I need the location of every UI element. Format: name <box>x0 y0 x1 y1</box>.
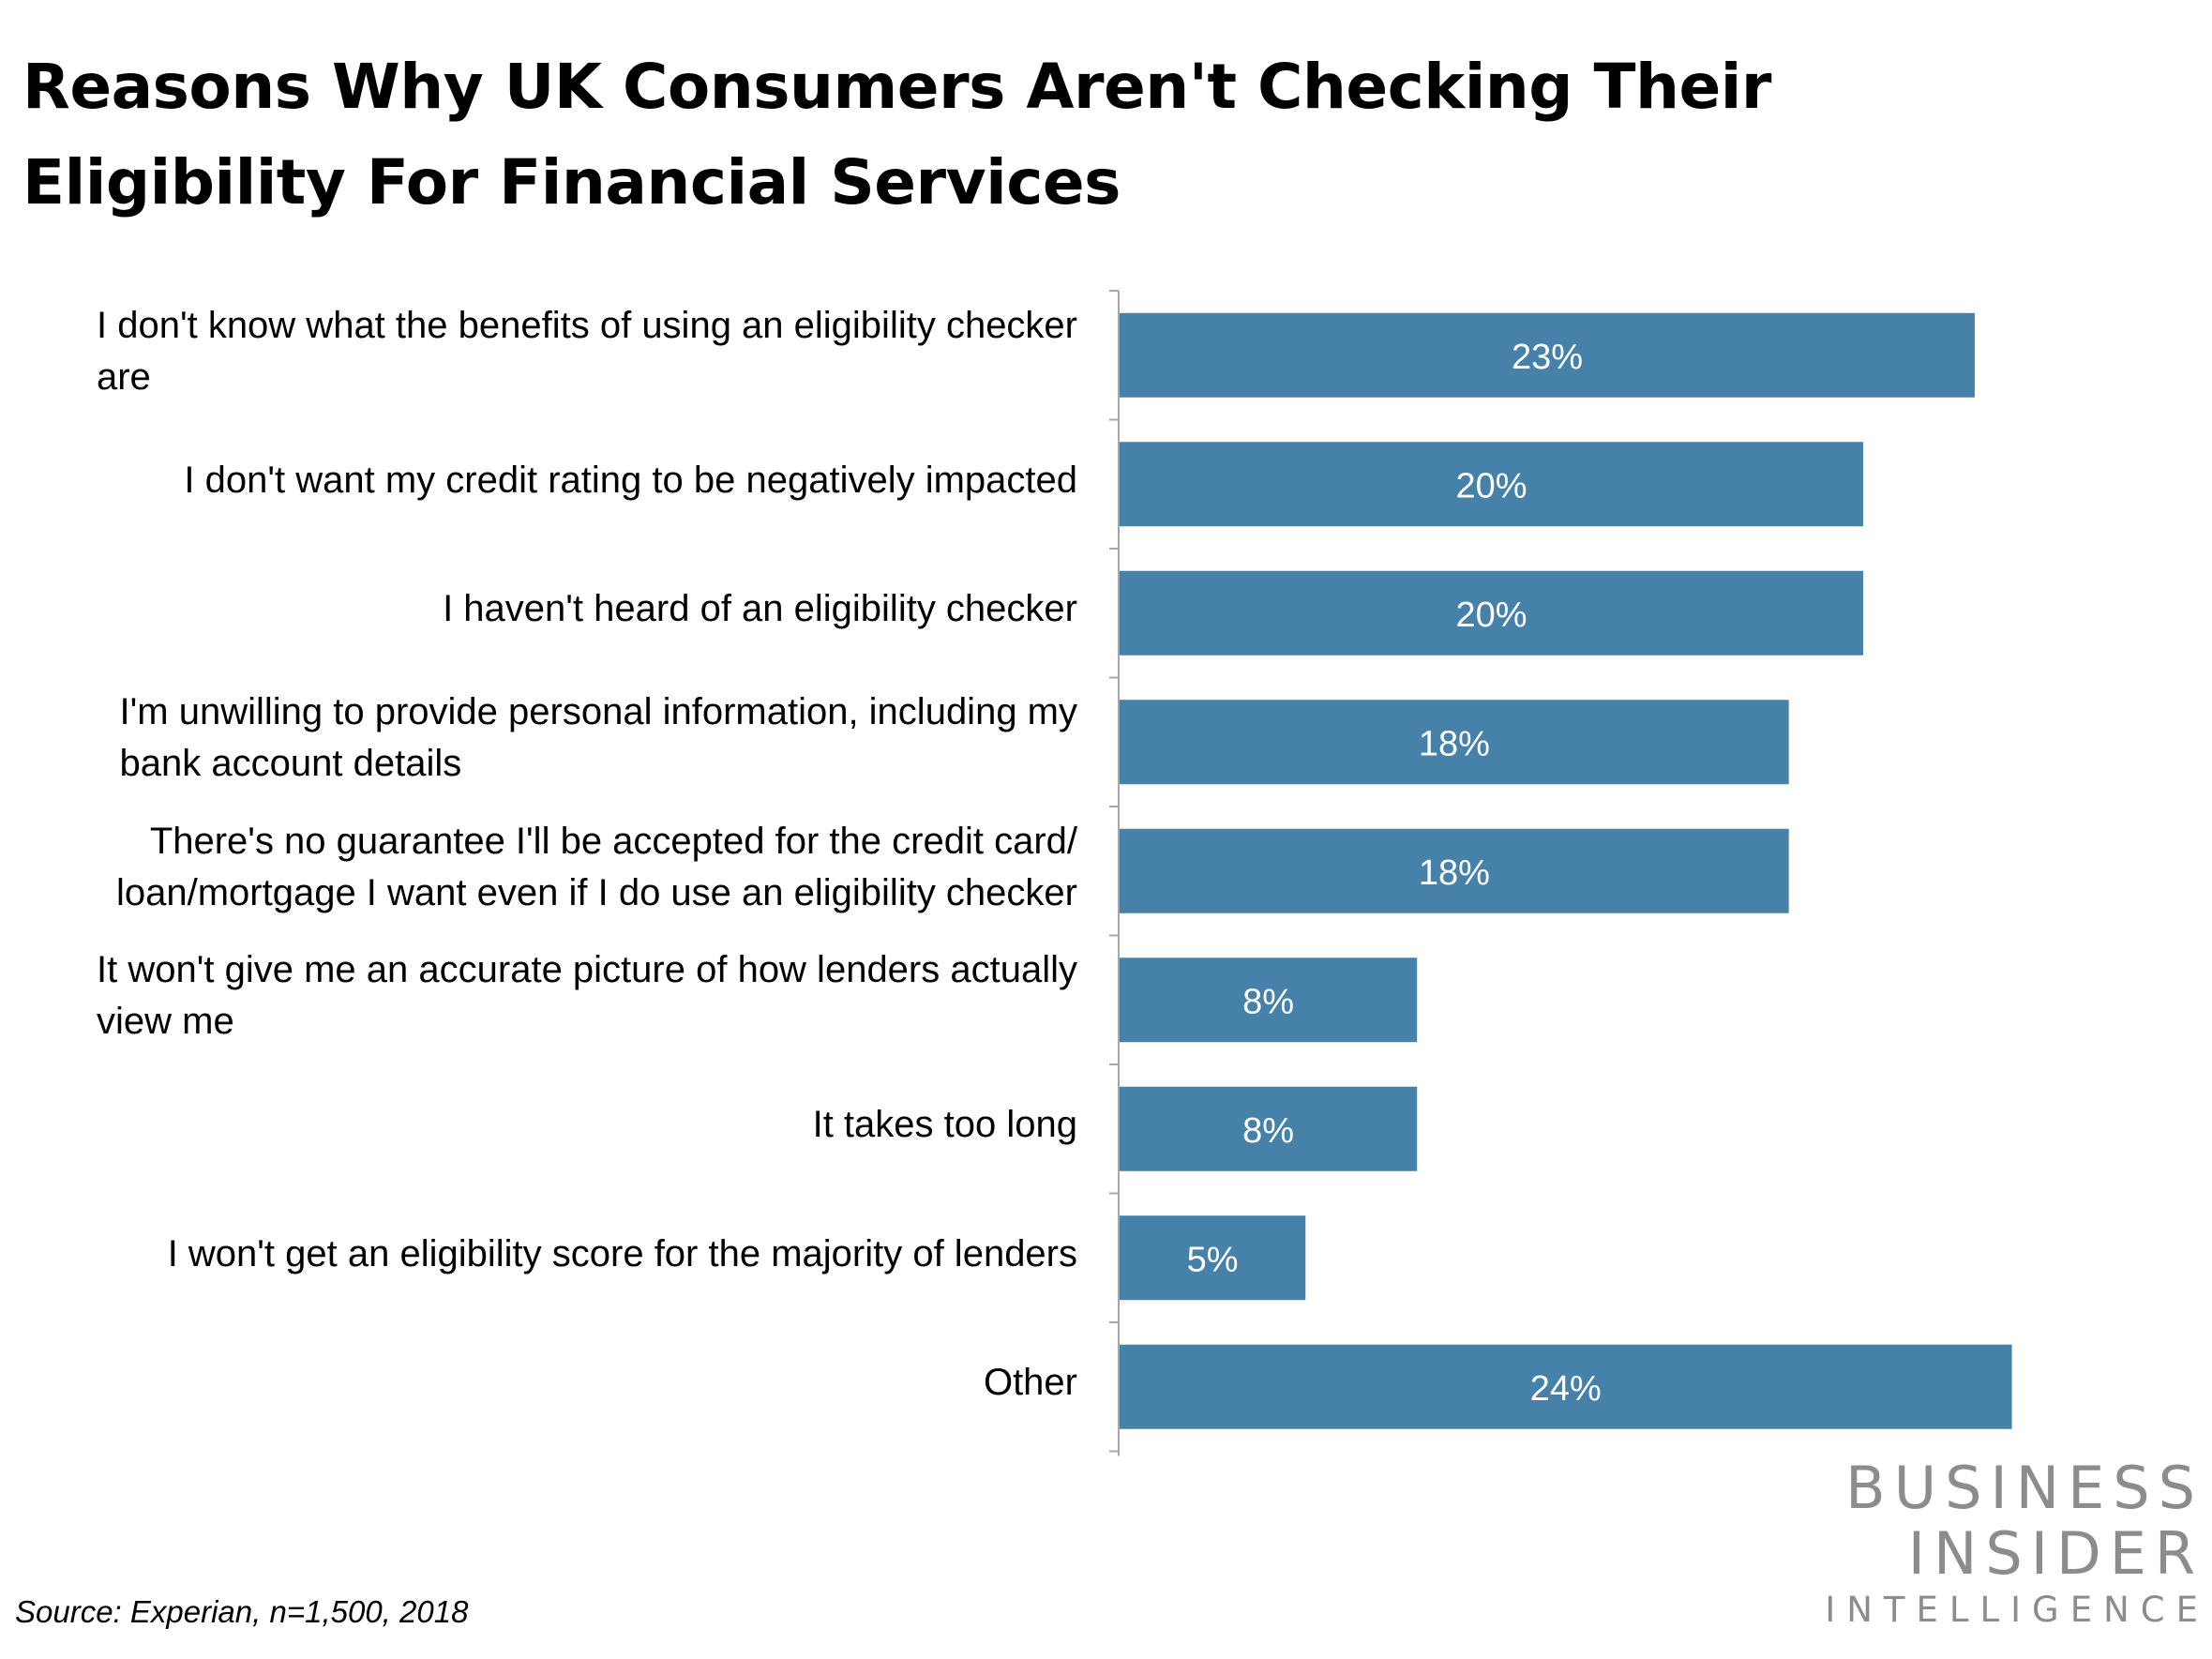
category-label: I'm unwilling to provide personal inform… <box>119 691 1077 785</box>
category-label: I don't know what the benefits of using … <box>96 304 1077 398</box>
category-label: I don't want my credit rating to be nega… <box>184 459 1077 501</box>
bar-value-label: 8% <box>1242 982 1294 1021</box>
logo-line-business: BUSINESS <box>1845 1454 2204 1522</box>
bar <box>1120 1344 2012 1429</box>
category-label: I haven't heard of an eligibility checke… <box>443 588 1077 630</box>
category-label: Other <box>983 1362 1077 1404</box>
bar <box>1120 958 1418 1043</box>
bar <box>1120 570 1863 656</box>
bar-value-label: 5% <box>1187 1240 1239 1279</box>
chart-title-line-1: Reasons Why UK Consumers Aren't Checking… <box>23 51 1771 123</box>
bar-value-label: 24% <box>1530 1369 1602 1409</box>
category-label: It won't give me an accurate picture of … <box>97 949 1077 1043</box>
chart-title: Reasons Why UK Consumers Aren't Checking… <box>23 39 1804 231</box>
category-label: There's no guarantee I'll be accepted fo… <box>115 820 1077 913</box>
bar <box>1120 312 1975 398</box>
bar <box>1120 1215 1306 1301</box>
bar-value-label: 8% <box>1242 1111 1294 1151</box>
bar-value-label: 20% <box>1455 596 1527 635</box>
source-note: Source: Experian, n=1,500, 2018 <box>15 1594 469 1629</box>
logo-line-intelligence: INTELLIGENCE <box>1825 1590 2209 1630</box>
business-insider-intelligence-logo: BUSINESS INSIDER INTELLIGENCE <box>1763 1455 2204 1634</box>
bar-value-label: 18% <box>1419 853 1490 893</box>
bar <box>1120 442 1863 527</box>
bar <box>1120 828 1789 913</box>
bar-value-label: 23% <box>1512 338 1583 377</box>
bar <box>1120 700 1789 785</box>
bar-value-label: 20% <box>1455 466 1527 505</box>
category-label: It takes too long <box>812 1104 1077 1146</box>
chart-title-line-2: Eligibility For Financial Services <box>23 146 1121 219</box>
bar-value-label: 18% <box>1419 724 1490 763</box>
category-label: I won't get an eligibility score for the… <box>167 1232 1077 1274</box>
logo-line-insider: INSIDER <box>1907 1519 2204 1588</box>
bar <box>1120 1086 1418 1171</box>
